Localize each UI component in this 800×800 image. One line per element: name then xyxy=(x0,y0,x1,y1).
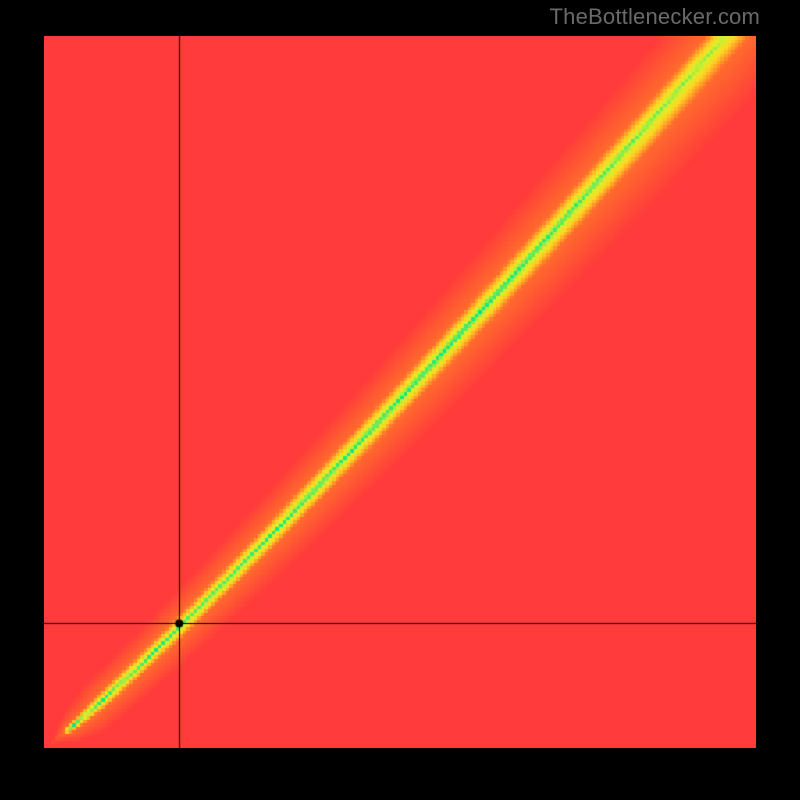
attribution-text: TheBottlenecker.com xyxy=(550,4,760,30)
bottleneck-heatmap-canvas xyxy=(44,36,756,748)
chart-container: TheBottlenecker.com xyxy=(0,0,800,800)
plot-area xyxy=(44,36,756,748)
